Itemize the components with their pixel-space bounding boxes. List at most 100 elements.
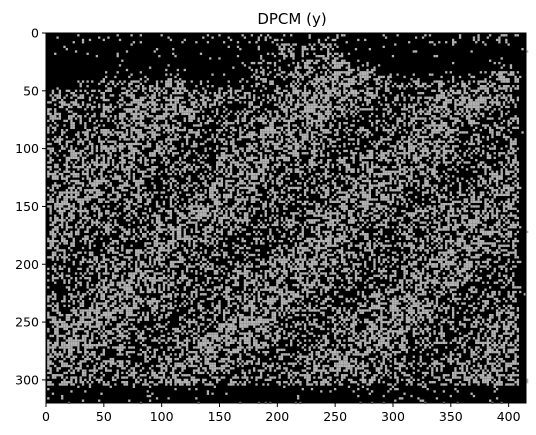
heatmap-cell <box>225 128 228 132</box>
heatmap-cell <box>375 82 378 86</box>
heatmap-cell <box>222 165 226 169</box>
heatmap-block <box>98 135 103 146</box>
heatmap-cell <box>239 101 242 104</box>
heatmap-cell <box>408 122 411 125</box>
heatmap-cell <box>266 161 270 164</box>
heatmap-cell <box>229 96 233 99</box>
heatmap-cell <box>183 68 186 72</box>
heatmap-block <box>165 73 168 76</box>
heatmap-cell <box>329 110 332 113</box>
heatmap-block <box>465 117 473 127</box>
heatmap-cell <box>322 57 325 60</box>
heatmap-cell <box>107 149 110 153</box>
heatmap-cell <box>408 156 411 160</box>
heatmap-cell <box>438 126 441 129</box>
heatmap-cell <box>174 96 177 99</box>
heatmap-cell <box>368 179 372 183</box>
heatmap-cell <box>322 115 325 118</box>
heatmap-cell <box>146 145 149 148</box>
heatmap-cell <box>292 43 295 46</box>
heatmap-cell <box>158 108 161 111</box>
heatmap-cell <box>248 142 251 146</box>
heatmap-cell <box>398 152 402 155</box>
heatmap-cell <box>484 96 487 99</box>
heatmap-cell <box>135 85 138 88</box>
heatmap-block <box>334 126 341 136</box>
heatmap-cell <box>98 82 101 86</box>
heatmap-cell <box>269 154 272 157</box>
heatmap-cell <box>213 138 217 141</box>
heatmap-cell <box>74 89 78 92</box>
heatmap-cell <box>125 50 129 53</box>
heatmap-cell <box>340 82 344 86</box>
heatmap-block <box>84 126 94 136</box>
heatmap-block <box>389 91 399 99</box>
heatmap-cell <box>417 142 420 146</box>
heatmap-cell <box>292 108 295 111</box>
heatmap-cell <box>428 34 432 37</box>
heatmap-cell <box>389 128 392 132</box>
heatmap-cell <box>218 138 221 141</box>
heatmap-cell <box>338 159 341 162</box>
heatmap-cell <box>317 59 321 62</box>
heatmap-cell <box>262 145 265 148</box>
heatmap-cell <box>121 152 124 155</box>
heatmap-cell <box>507 85 510 88</box>
heatmap-cell <box>431 170 434 173</box>
heatmap-cell <box>142 98 145 102</box>
heatmap-cell <box>324 71 328 74</box>
heatmap-cell <box>179 91 182 95</box>
heatmap-cell <box>359 115 362 118</box>
heatmap-cell <box>123 159 126 162</box>
heatmap-cell <box>255 149 258 153</box>
heatmap-cell <box>303 89 307 92</box>
heatmap-cell <box>225 147 228 150</box>
heatmap-cell <box>428 98 432 102</box>
heatmap-cell <box>449 161 452 164</box>
heatmap-cell <box>199 161 203 164</box>
heatmap-cell <box>486 138 489 141</box>
heatmap-cell <box>410 117 413 120</box>
heatmap-cell <box>313 142 316 146</box>
heatmap-cell <box>377 78 381 81</box>
heatmap-cell <box>516 34 520 37</box>
heatmap-cell <box>153 154 156 157</box>
heatmap-cell <box>310 98 314 102</box>
heatmap-cell <box>296 71 300 74</box>
heatmap-cell <box>306 48 309 51</box>
heatmap-cell <box>310 159 314 162</box>
heatmap-block <box>435 163 446 173</box>
heatmap-cell <box>410 105 413 109</box>
heatmap-cell <box>276 110 279 113</box>
heatmap-cell <box>438 98 441 102</box>
heatmap-cell <box>56 140 59 143</box>
heatmap-cell <box>232 175 235 178</box>
heatmap-cell <box>285 85 288 88</box>
heatmap-cell <box>299 73 302 76</box>
heatmap-cell <box>488 154 492 157</box>
heatmap-cell <box>229 89 233 92</box>
heatmap-cell <box>475 170 478 173</box>
heatmap-block <box>148 80 159 90</box>
heatmap-cell <box>84 126 87 129</box>
heatmap-cell <box>327 115 330 118</box>
heatmap-cell <box>491 128 494 132</box>
heatmap-cell <box>303 172 307 176</box>
heatmap-cell <box>259 66 263 69</box>
heatmap-cell <box>451 43 455 46</box>
heatmap-block <box>222 98 233 109</box>
heatmap-cell <box>449 89 452 92</box>
heatmap-cell <box>308 126 311 129</box>
heatmap-cell <box>190 115 193 118</box>
heatmap-block <box>361 163 372 173</box>
heatmap-block <box>74 154 85 164</box>
heatmap-block <box>232 117 240 125</box>
heatmap-cell <box>227 36 230 39</box>
heatmap-cell <box>222 138 226 141</box>
heatmap-block <box>257 45 260 51</box>
heatmap-block <box>500 145 510 155</box>
heatmap-block <box>389 154 399 164</box>
heatmap-cell <box>445 105 448 109</box>
heatmap-cell <box>488 101 492 104</box>
heatmap-cell <box>435 94 439 97</box>
